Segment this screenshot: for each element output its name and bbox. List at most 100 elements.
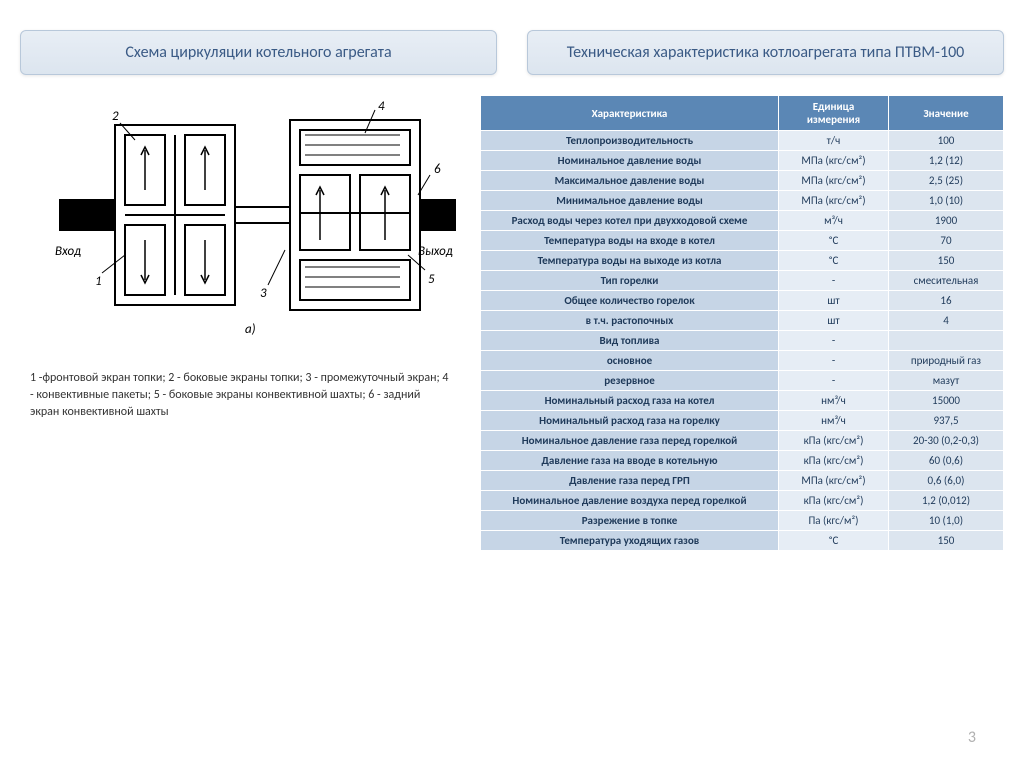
- cell-val: 10 (1,0): [889, 511, 1004, 531]
- left-column: Вход Выход а) 1 2 3 4 5 6 1 -фронтовой э…: [20, 95, 460, 420]
- cell-val: 1,2 (12): [889, 151, 1004, 171]
- cell-unit: МПа (кгс/см²): [779, 471, 889, 491]
- table-row: резервное-мазут: [481, 371, 1004, 391]
- table-row: Теплопроизводительностьт/ч100: [481, 131, 1004, 151]
- co-3: 3: [260, 286, 267, 301]
- table-row: Давление газа перед ГРПМПа (кгс/см²)0,6 …: [481, 471, 1004, 491]
- cell-char: основное: [481, 351, 779, 371]
- table-row: Номинальное давление воздуха перед горел…: [481, 491, 1004, 511]
- th-unit: Единица измерения: [779, 96, 889, 131]
- cell-char: Минимальное давление воды: [481, 191, 779, 211]
- cell-unit: кПа (кгс/см²): [779, 491, 889, 511]
- table-row: основное-природный газ: [481, 351, 1004, 371]
- cell-val: мазут: [889, 371, 1004, 391]
- right-column: Характеристика Единица измерения Значени…: [480, 95, 1004, 551]
- spec-table: Характеристика Единица измерения Значени…: [480, 95, 1004, 551]
- cell-val: 15000: [889, 391, 1004, 411]
- cell-unit: шт: [779, 311, 889, 331]
- cell-val: 4: [889, 311, 1004, 331]
- th-val: Значение: [889, 96, 1004, 131]
- circulation-diagram: Вход Выход а) 1 2 3 4 5 6: [20, 95, 460, 355]
- th-char: Характеристика: [481, 96, 779, 131]
- co-4: 4: [378, 99, 385, 114]
- cell-val: [889, 331, 1004, 351]
- cell-char: Максимальное давление воды: [481, 171, 779, 191]
- table-row: Минимальное давление водыМПа (кгс/см²)1,…: [481, 191, 1004, 211]
- table-row: в т.ч. растопочныхшт4: [481, 311, 1004, 331]
- cell-char: в т.ч. растопочных: [481, 311, 779, 331]
- right-title: Техническая характеристика котлоагрегата…: [527, 30, 1004, 75]
- table-row: Номинальное давление газа перед горелкой…: [481, 431, 1004, 451]
- cell-unit: МПа (кгс/см²): [779, 171, 889, 191]
- cell-char: Номинальное давление воды: [481, 151, 779, 171]
- cell-unit: -: [779, 351, 889, 371]
- cell-val: 70: [889, 231, 1004, 251]
- cell-unit: -: [779, 371, 889, 391]
- cell-unit: ᵒС: [779, 231, 889, 251]
- cell-val: смесительная: [889, 271, 1004, 291]
- cell-val: 150: [889, 531, 1004, 551]
- cell-val: 1,0 (10): [889, 191, 1004, 211]
- cell-unit: нм³/ч: [779, 411, 889, 431]
- table-row: Тип горелки-смесительная: [481, 271, 1004, 291]
- cell-val: природный газ: [889, 351, 1004, 371]
- cell-char: Тип горелки: [481, 271, 779, 291]
- cell-unit: -: [779, 271, 889, 291]
- cell-val: 2,5 (25): [889, 171, 1004, 191]
- left-title: Схема циркуляции котельного агрегата: [20, 30, 497, 75]
- co-6: 6: [434, 162, 441, 177]
- cell-unit: МПа (кгс/см²): [779, 151, 889, 171]
- cell-unit: нм³/ч: [779, 391, 889, 411]
- cell-val: 1,2 (0,012): [889, 491, 1004, 511]
- cell-char: Температура уходящих газов: [481, 531, 779, 551]
- cell-unit: кПа (кгс/см²): [779, 431, 889, 451]
- cell-char: Температура воды на выходе из котла: [481, 251, 779, 271]
- cell-unit: -: [779, 331, 889, 351]
- cell-val: 100: [889, 131, 1004, 151]
- cell-char: Температура воды на входе в котел: [481, 231, 779, 251]
- table-row: Номинальное давление водыМПа (кгс/см²)1,…: [481, 151, 1004, 171]
- cell-char: Номинальный расход газа на горелку: [481, 411, 779, 431]
- cell-unit: ᵒС: [779, 531, 889, 551]
- cell-char: Номинальное давление газа перед горелкой: [481, 431, 779, 451]
- cell-char: резервное: [481, 371, 779, 391]
- cell-unit: т/ч: [779, 131, 889, 151]
- cell-unit: МПа (кгс/см²): [779, 191, 889, 211]
- cell-unit: Па (кгс/м²): [779, 511, 889, 531]
- cell-unit: кПа (кгс/см²): [779, 451, 889, 471]
- table-row: Температура воды на входе в котелᵒС70: [481, 231, 1004, 251]
- table-row: Расход воды через котел при двухходовой …: [481, 211, 1004, 231]
- table-row: Максимальное давление водыМПа (кгс/см²)2…: [481, 171, 1004, 191]
- page-number: 3: [968, 728, 976, 747]
- cell-char: Общее количество горелок: [481, 291, 779, 311]
- cell-val: 0,6 (6,0): [889, 471, 1004, 491]
- cell-val: 20-30 (0,2-0,3): [889, 431, 1004, 451]
- table-row: Разрежение в топкеПа (кгс/м²)10 (1,0): [481, 511, 1004, 531]
- cell-val: 150: [889, 251, 1004, 271]
- label-a: а): [245, 322, 256, 337]
- cell-char: Номинальное давление воздуха перед горел…: [481, 491, 779, 511]
- cell-val: 937,5: [889, 411, 1004, 431]
- cell-char: Расход воды через котел при двухходовой …: [481, 211, 779, 231]
- table-row: Общее количество горелокшт16: [481, 291, 1004, 311]
- cell-char: Номинальный расход газа на котел: [481, 391, 779, 411]
- cell-char: Давление газа перед ГРП: [481, 471, 779, 491]
- co-5: 5: [428, 272, 435, 287]
- table-row: Вид топлива-: [481, 331, 1004, 351]
- cell-char: Вид топлива: [481, 331, 779, 351]
- co-2: 2: [112, 109, 119, 124]
- cell-unit: шт: [779, 291, 889, 311]
- label-out: Выход: [418, 244, 453, 259]
- cell-char: Разрежение в топке: [481, 511, 779, 531]
- cell-val: 60 (0,6): [889, 451, 1004, 471]
- table-row: Температура воды на выходе из котлаᵒС150: [481, 251, 1004, 271]
- cell-char: Давление газа на вводе в котельную: [481, 451, 779, 471]
- cell-val: 16: [889, 291, 1004, 311]
- table-row: Температура уходящих газовᵒС150: [481, 531, 1004, 551]
- label-in: Вход: [55, 244, 81, 259]
- cell-char: Теплопроизводительность: [481, 131, 779, 151]
- table-row: Давление газа на вводе в котельнуюкПа (к…: [481, 451, 1004, 471]
- cell-unit: м³/ч: [779, 211, 889, 231]
- co-1: 1: [95, 274, 102, 289]
- cell-unit: ᵒС: [779, 251, 889, 271]
